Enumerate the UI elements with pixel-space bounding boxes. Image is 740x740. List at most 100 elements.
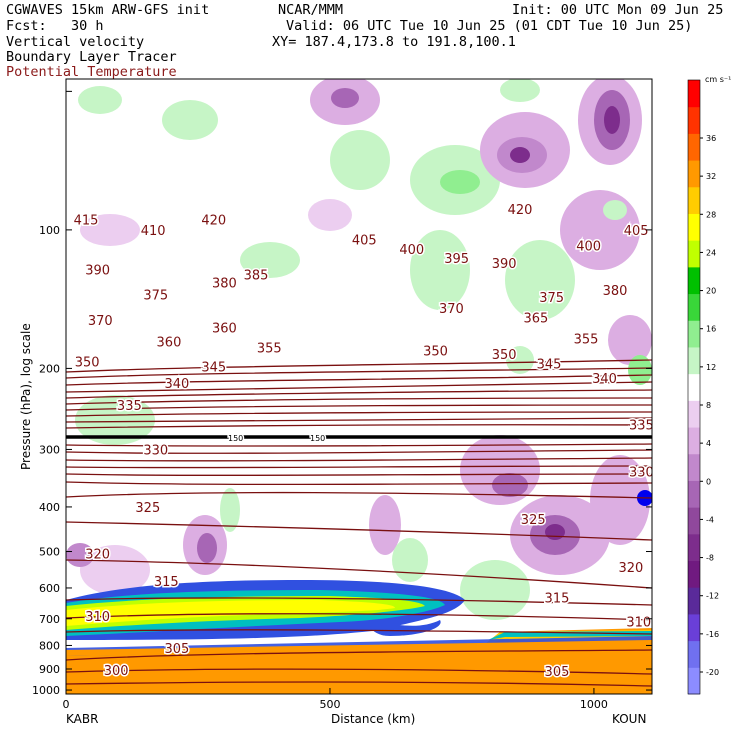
theta-label: 350: [423, 345, 448, 360]
xy-endpoints: XY= 187.4,173.8 to 191.8,100.1: [272, 34, 516, 50]
theta-label: 390: [492, 257, 517, 272]
y-axis-title: Pressure (hPa), log scale: [19, 323, 33, 470]
theta-label: 345: [537, 357, 562, 372]
colorbar-tick-label: 8: [706, 401, 711, 410]
colorbar-tick-label: 16: [706, 325, 716, 334]
colorbar-swatch: [688, 266, 700, 295]
tropopause-label-1: 150: [228, 434, 243, 443]
y-tick-label: 1000: [32, 684, 60, 697]
theta-label: 325: [521, 513, 546, 528]
colorbar-tick-label: 0: [706, 477, 711, 486]
y-tick-label: 200: [39, 362, 60, 375]
x-axis-title: Distance (km): [331, 712, 415, 726]
tropopause-label-2: 150: [310, 434, 325, 443]
theta-label: 330: [143, 443, 168, 458]
theta-label: 375: [539, 291, 564, 306]
colorbar-swatch: [688, 213, 700, 241]
colorbar-tick-label: -16: [706, 630, 719, 639]
theta-label: 320: [85, 548, 110, 563]
field-boundary-layer-tracer: Boundary Layer Tracer: [6, 49, 177, 65]
colorbar-swatch: [688, 373, 700, 401]
colorbar-tick-label: -4: [706, 515, 714, 524]
colorbar-tick-label: 24: [706, 248, 716, 257]
plot-frame: [65, 78, 653, 695]
colorbar-tick-label: -20: [706, 668, 719, 677]
theta-label: 305: [164, 642, 189, 657]
y-tick-label: 100: [39, 224, 60, 237]
theta-label: 395: [444, 252, 469, 267]
theta-label: 400: [576, 239, 601, 254]
y-tick-label: 800: [39, 639, 60, 652]
x-tick-label: 500: [319, 698, 340, 711]
theta-label: 415: [74, 214, 99, 229]
colorbar-tick-label: 28: [706, 210, 716, 219]
field-vertical-velocity: Vertical velocity: [6, 34, 145, 50]
theta-label: 315: [154, 575, 179, 590]
boundary-layer-tracer: [66, 580, 652, 694]
colorbar-tick-label: -8: [706, 554, 714, 563]
theta-label: 405: [352, 234, 377, 249]
colorbar-tick-label: -12: [706, 592, 719, 601]
colorbar-swatch: [688, 106, 700, 134]
y-tick-label: 600: [39, 582, 60, 595]
theta-label: 420: [508, 203, 533, 218]
y-axis: 100 200 300 400 500 600 700 800 900 1000: [32, 90, 652, 697]
colorbar-swatch: [688, 587, 700, 615]
shaded-fields: 150 150 415 410 420 405 400 395 390 420 400 405 39…: [66, 79, 654, 694]
theta-label: 335: [117, 399, 142, 414]
theta-label: 380: [603, 284, 628, 299]
colorbar-swatch: [688, 160, 700, 188]
forecast-hour: Fcst: 30 h: [6, 18, 104, 34]
y-tick-label: 900: [39, 663, 60, 676]
field-potential-temperature: Potential Temperature: [6, 64, 177, 80]
theta-label: 330: [629, 465, 654, 480]
colorbar-tick-label: 4: [706, 439, 711, 448]
model-title: CGWAVES 15km ARW-GFS init: [6, 2, 210, 18]
theta-contours: [66, 359, 652, 687]
theta-label: 350: [492, 348, 517, 363]
x-tick-label: 0: [63, 698, 70, 711]
x-axis: 0 500 1000: [63, 688, 608, 711]
theta-label: 420: [201, 214, 226, 229]
colorbar-swatch: [688, 400, 700, 428]
theta-label: 340: [164, 377, 189, 392]
colorbar-swatch: [688, 667, 700, 695]
colorbar-swatch: [688, 507, 700, 535]
theta-label: 320: [618, 561, 643, 576]
colorbar-swatch: [688, 480, 700, 508]
theta-label: 385: [244, 268, 269, 283]
colorbar-swatch: [688, 533, 700, 562]
theta-label: 355: [574, 332, 599, 347]
endpoint-right: KOUN: [612, 712, 646, 726]
colorbar-tick-label: 36: [706, 134, 716, 143]
theta-label: 400: [399, 243, 424, 258]
theta-label: 310: [626, 616, 651, 631]
colorbar-swatch: [688, 453, 700, 481]
colorbar-swatch: [688, 320, 700, 348]
colorbar-tick-label: 32: [706, 172, 716, 181]
colorbar-tick-label: 20: [706, 287, 716, 296]
colorbar-swatch: [688, 240, 700, 268]
colorbar-swatch: [688, 293, 700, 321]
theta-label: 390: [85, 264, 110, 279]
theta-label: 325: [135, 501, 160, 516]
theta-label: 335: [629, 419, 654, 434]
theta-label: 305: [545, 665, 570, 680]
theta-label: 300: [104, 664, 129, 679]
theta-label: 340: [592, 372, 617, 387]
valid-time: Valid: 06 UTC Tue 10 Jun 25 (01 CDT Tue …: [286, 18, 693, 34]
theta-label: 345: [201, 360, 226, 375]
init-time: Init: 00 UTC Mon 09 Jun 25: [512, 2, 724, 18]
colorbar-swatch: [688, 640, 700, 668]
theta-label: 310: [85, 610, 110, 625]
y-tick-label: 300: [39, 443, 60, 456]
theta-label: 410: [141, 224, 166, 239]
colorbar-swatch: [688, 80, 700, 108]
colorbar: 36 32 28 24 20 16 12 8 4 0 -4 -8 -12 -16 -20: [687, 79, 719, 695]
endpoint-left: KABR: [66, 712, 98, 726]
colorbar-tick-label: 12: [706, 363, 716, 372]
colorbar-unit: cm s⁻¹: [705, 75, 731, 84]
theta-label: 350: [75, 355, 100, 370]
theta-label: 355: [257, 341, 282, 356]
